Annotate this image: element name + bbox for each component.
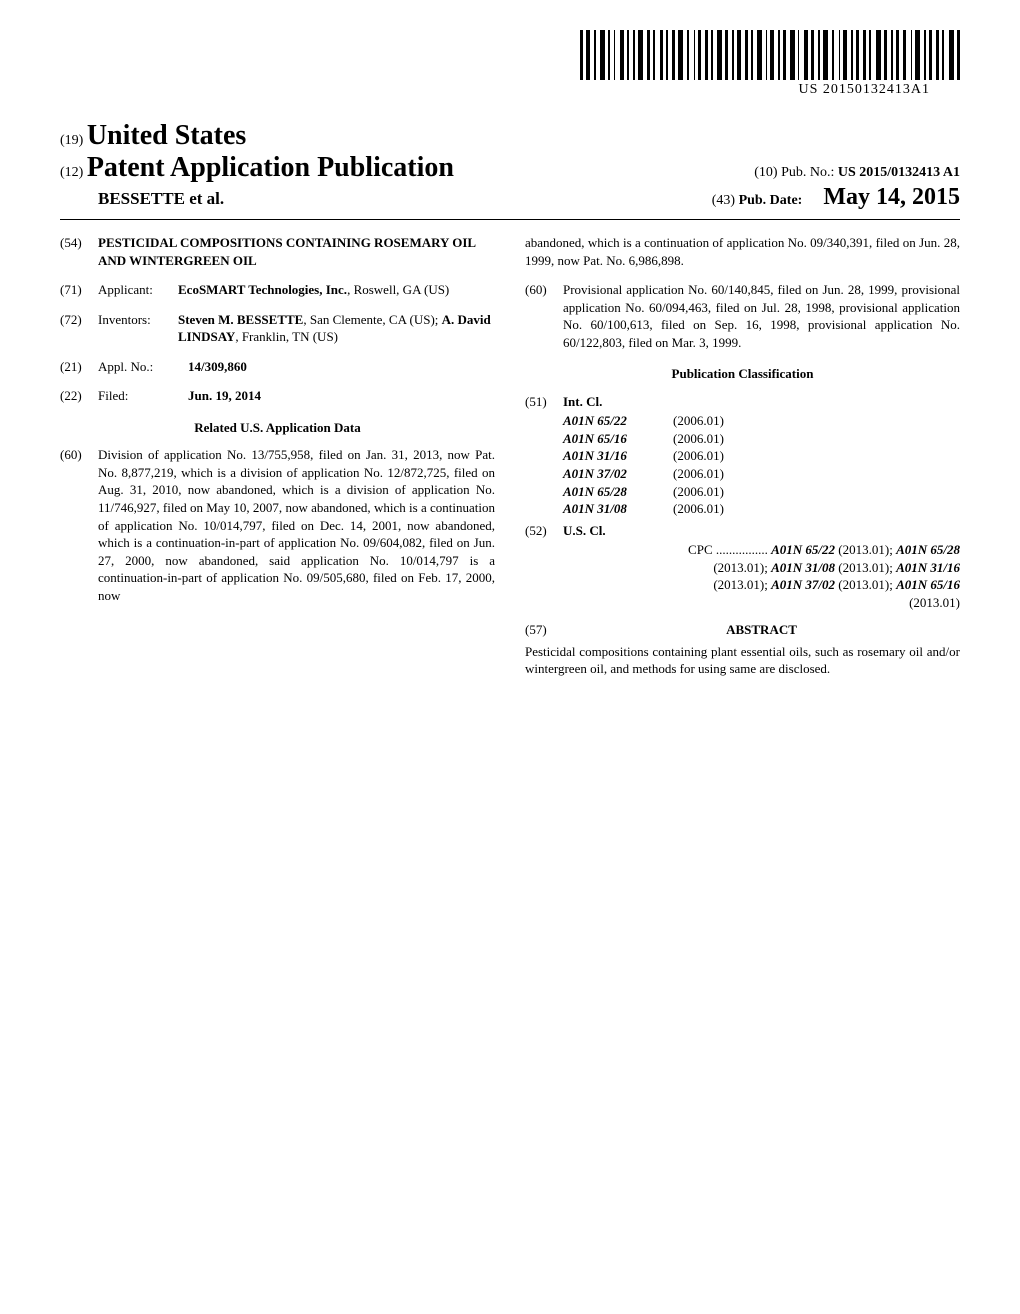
intcl-code-5: A01N 31/08 xyxy=(563,500,673,518)
abstract-header: (57) ABSTRACT xyxy=(525,621,960,639)
inventors-num: (72) xyxy=(60,311,98,346)
country-num: (19) xyxy=(60,133,83,148)
intcl-row-5: A01N 31/08(2006.01) xyxy=(563,500,960,518)
title-text: PESTICIDAL COMPOSITIONS CONTAINING ROSEM… xyxy=(98,235,475,268)
inventor2-rest: , Franklin, TN (US) xyxy=(235,329,338,344)
applno-value: 14/309,860 xyxy=(188,359,247,374)
publication-line: (12) Patent Application Publication (10)… xyxy=(60,152,960,184)
applicant-num: (71) xyxy=(60,281,98,299)
intcl-code-0: A01N 65/22 xyxy=(563,412,673,430)
intcl-code-4: A01N 65/28 xyxy=(563,483,673,501)
authors: BESSETTE et al. xyxy=(60,189,224,209)
intcl-field: (51) Int. Cl. xyxy=(525,393,960,411)
cpc-3: A01N 31/08 xyxy=(771,560,835,575)
pubdate-num: (43) xyxy=(712,193,735,208)
country-name: United States xyxy=(87,120,246,151)
filed-label: Filed: xyxy=(98,387,188,405)
intcl-ver-1: (2006.01) xyxy=(673,430,724,448)
intcl-row-1: A01N 65/16(2006.01) xyxy=(563,430,960,448)
left-column: (54) PESTICIDAL COMPOSITIONS CONTAINING … xyxy=(60,234,495,678)
related-continuation: abandoned, which is a continuation of ap… xyxy=(525,234,960,269)
applno-field: (21) Appl. No.: 14/309,860 xyxy=(60,358,495,376)
inventors-label: Inventors: xyxy=(98,311,178,346)
cpc-1y: (2013.01); xyxy=(835,542,896,557)
country-line: (19) United States xyxy=(60,120,960,152)
right-column: abandoned, which is a continuation of ap… xyxy=(525,234,960,678)
related-title: Related U.S. Application Data xyxy=(60,419,495,437)
intcl-ver-2: (2006.01) xyxy=(673,447,724,465)
cpc-2y: (2013.01); xyxy=(713,560,771,575)
filed-field: (22) Filed: Jun. 19, 2014 xyxy=(60,387,495,405)
barcode-block: US 20150132413A1 xyxy=(580,30,960,98)
cpc-3y: (2013.01); xyxy=(835,560,896,575)
intcl-row-2: A01N 31/16(2006.01) xyxy=(563,447,960,465)
applno-num: (21) xyxy=(60,358,98,376)
cpc-1: A01N 65/22 xyxy=(771,542,835,557)
applicant-rest: , Roswell, GA (US) xyxy=(347,282,449,297)
cpc-5y: (2013.01); xyxy=(835,577,896,592)
pubclass-title: Publication Classification xyxy=(525,365,960,383)
pub-type: Patent Application Publication xyxy=(87,152,454,183)
related-field: (60) Division of application No. 13/755,… xyxy=(60,446,495,604)
pubno-label-num: (10) xyxy=(754,165,777,180)
intcl-code-3: A01N 37/02 xyxy=(563,465,673,483)
pubdate-value: May 14, 2015 xyxy=(823,184,960,210)
title-num: (54) xyxy=(60,234,98,269)
related-text: Division of application No. 13/755,958, … xyxy=(98,446,495,604)
authors-line: BESSETTE et al. (43) Pub. Date: May 14, … xyxy=(60,184,960,211)
intcl-code-1: A01N 65/16 xyxy=(563,430,673,448)
cpc-2: A01N 65/28 xyxy=(896,542,960,557)
uscl-field: (52) U.S. Cl. xyxy=(525,522,960,540)
body-columns: (54) PESTICIDAL COMPOSITIONS CONTAINING … xyxy=(60,234,960,678)
cpc-5: A01N 37/02 xyxy=(771,577,835,592)
cpc-4y: (2013.01); xyxy=(713,577,771,592)
cpc-prefix: CPC ................ xyxy=(688,542,771,557)
inventor1-rest: , San Clemente, CA (US); xyxy=(303,312,441,327)
barcode-graphic xyxy=(580,30,960,80)
intcl-ver-4: (2006.01) xyxy=(673,483,724,501)
pubno-value: US 2015/0132413 A1 xyxy=(838,165,960,180)
uscl-num: (52) xyxy=(525,522,563,540)
intcl-num: (51) xyxy=(525,393,563,411)
provisional-text: Provisional application No. 60/140,845, … xyxy=(563,281,960,351)
applicant-body: EcoSMART Technologies, Inc., Roswell, GA… xyxy=(178,281,495,299)
title-field: (54) PESTICIDAL COMPOSITIONS CONTAINING … xyxy=(60,234,495,269)
cpc-6y: (2013.01) xyxy=(909,595,960,610)
cpc-block: CPC ................ A01N 65/22 (2013.01… xyxy=(563,541,960,611)
barcode-number: US 20150132413A1 xyxy=(580,82,930,98)
inventor1-name: Steven M. BESSETTE xyxy=(178,312,303,327)
applicant-name: EcoSMART Technologies, Inc. xyxy=(178,282,347,297)
uscl-label: U.S. Cl. xyxy=(563,523,606,538)
applicant-field: (71) Applicant: EcoSMART Technologies, I… xyxy=(60,281,495,299)
provisional-field: (60) Provisional application No. 60/140,… xyxy=(525,281,960,351)
inventors-field: (72) Inventors: Steven M. BESSETTE, San … xyxy=(60,311,495,346)
intcl-label: Int. Cl. xyxy=(563,394,602,409)
intcl-row-4: A01N 65/28(2006.01) xyxy=(563,483,960,501)
pubdate-label: Pub. Date: xyxy=(739,193,803,208)
filed-num: (22) xyxy=(60,387,98,405)
intcl-ver-5: (2006.01) xyxy=(673,500,724,518)
provisional-num: (60) xyxy=(525,281,563,351)
intcl-code-2: A01N 31/16 xyxy=(563,447,673,465)
cpc-4: A01N 31/16 xyxy=(896,560,960,575)
related-num: (60) xyxy=(60,446,98,604)
inventors-body: Steven M. BESSETTE, San Clemente, CA (US… xyxy=(178,311,495,346)
intcl-row-0: A01N 65/22(2006.01) xyxy=(563,412,960,430)
header-rule xyxy=(60,219,960,220)
intcl-row-3: A01N 37/02(2006.01) xyxy=(563,465,960,483)
intcl-ver-0: (2006.01) xyxy=(673,412,724,430)
abstract-num: (57) xyxy=(525,621,563,639)
applno-label: Appl. No.: xyxy=(98,358,188,376)
abstract-text: Pesticidal compositions containing plant… xyxy=(525,643,960,678)
cpc-6: A01N 65/16 xyxy=(896,577,960,592)
pubno-label: Pub. No.: xyxy=(781,165,834,180)
filed-value: Jun. 19, 2014 xyxy=(188,388,261,403)
intcl-ver-3: (2006.01) xyxy=(673,465,724,483)
abstract-title: ABSTRACT xyxy=(726,622,797,637)
applicant-label: Applicant: xyxy=(98,281,178,299)
pub-num-prefix: (12) xyxy=(60,165,83,180)
